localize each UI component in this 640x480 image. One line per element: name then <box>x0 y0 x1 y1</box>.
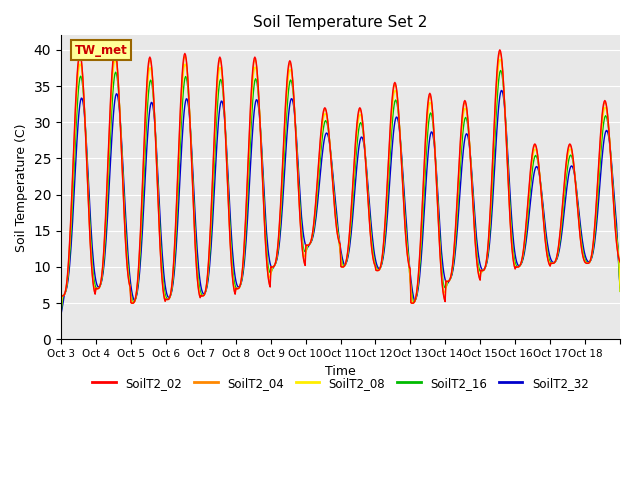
SoilT2_16 <box>429 126 437 132</box>
SoilT2_08 <box>275 241 282 247</box>
SoilT2_04 <box>225 222 233 228</box>
SoilT2_08 <box>57 310 65 316</box>
SoilT2_08 <box>398 169 406 175</box>
SoilT2_04 <box>253 68 261 73</box>
SoilT2_16 <box>225 210 233 216</box>
SoilT2_16 <box>616 288 624 294</box>
SoilT2_02 <box>431 149 439 155</box>
Line: SoilT2_04: SoilT2_04 <box>61 52 620 303</box>
SoilT2_04 <box>123 254 131 260</box>
Legend: SoilT2_02, SoilT2_04, SoilT2_08, SoilT2_16, SoilT2_32: SoilT2_02, SoilT2_04, SoilT2_08, SoilT2_… <box>88 372 593 394</box>
SoilT2_08 <box>253 72 261 78</box>
SoilT2_04 <box>398 172 406 178</box>
SoilT2_04 <box>430 134 438 140</box>
X-axis label: Time: Time <box>325 365 356 378</box>
SoilT2_02 <box>124 265 131 271</box>
SoilT2_16 <box>253 80 261 86</box>
SoilT2_08 <box>497 57 504 62</box>
SoilT2_32 <box>398 159 406 165</box>
Text: TW_met: TW_met <box>75 44 127 57</box>
Line: SoilT2_32: SoilT2_32 <box>61 91 620 315</box>
SoilT2_32 <box>57 312 65 318</box>
Y-axis label: Soil Temperature (C): Soil Temperature (C) <box>15 123 28 252</box>
SoilT2_16 <box>398 165 406 171</box>
SoilT2_02 <box>57 292 65 298</box>
SoilT2_32 <box>123 228 131 233</box>
Title: Soil Temperature Set 2: Soil Temperature Set 2 <box>253 15 428 30</box>
SoilT2_16 <box>123 242 131 248</box>
Line: SoilT2_02: SoilT2_02 <box>61 50 620 303</box>
SoilT2_32 <box>616 285 624 290</box>
Line: SoilT2_16: SoilT2_16 <box>61 71 620 314</box>
SoilT2_32 <box>225 196 233 202</box>
SoilT2_08 <box>616 288 624 294</box>
SoilT2_02 <box>400 201 408 207</box>
SoilT2_08 <box>225 218 233 224</box>
SoilT2_32 <box>253 97 261 103</box>
SoilT2_04 <box>496 49 504 55</box>
SoilT2_02 <box>111 47 118 53</box>
SoilT2_32 <box>497 88 505 94</box>
SoilT2_08 <box>429 124 437 130</box>
SoilT2_02 <box>276 217 284 223</box>
SoilT2_04 <box>616 259 624 265</box>
SoilT2_02 <box>255 89 262 95</box>
SoilT2_32 <box>275 250 282 255</box>
SoilT2_02 <box>129 300 136 306</box>
SoilT2_08 <box>123 250 131 256</box>
SoilT2_04 <box>408 300 416 306</box>
SoilT2_16 <box>275 246 282 252</box>
SoilT2_02 <box>227 252 235 258</box>
SoilT2_16 <box>497 68 504 73</box>
SoilT2_02 <box>616 259 624 265</box>
SoilT2_04 <box>57 292 65 298</box>
SoilT2_32 <box>429 135 437 141</box>
SoilT2_16 <box>57 312 65 317</box>
Line: SoilT2_08: SoilT2_08 <box>61 60 620 313</box>
SoilT2_04 <box>275 240 282 246</box>
